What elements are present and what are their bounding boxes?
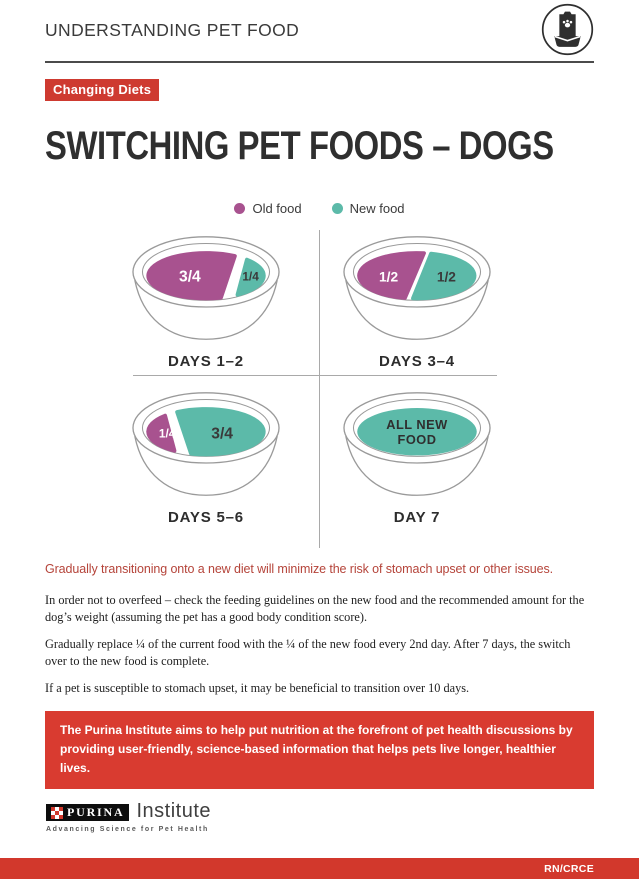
body-paragraph: If a pet is susceptible to stomach upset… xyxy=(45,680,470,695)
body-paragraph: Gradually replace ¼ of the current food … xyxy=(45,636,571,669)
page-title: SWITCHING PET FOODS – DOGS xyxy=(45,124,554,168)
old-food-portion xyxy=(148,252,235,299)
bottom-bar: RN/CRCE xyxy=(0,858,639,879)
all-new-food-label-line1: ALL NEW xyxy=(386,417,448,432)
legend-item-old-food: Old food xyxy=(234,201,302,216)
logo-tagline: Advancing Science for Pet Health xyxy=(46,826,209,833)
old-fraction-label: 1/4 xyxy=(159,426,176,440)
legend-label-old-food: Old food xyxy=(252,201,302,216)
page-header-title: UNDERSTANDING PET FOOD xyxy=(45,20,300,40)
grid-divider-horizontal xyxy=(133,375,497,376)
bowl-graphic-days-3-4: 1/2 1/2 xyxy=(343,236,491,340)
new-fraction-label: 3/4 xyxy=(211,425,233,442)
purina-institute-logo: PURINA Institute Advancing Science for P… xyxy=(46,801,211,833)
doc-code: RN/CRCE xyxy=(544,862,594,875)
purina-brand-text: PURINA xyxy=(67,805,125,819)
transition-diagram: 3/4 1/4 DAYS 1–2 1/2 1/2 DAYS 3–4 xyxy=(0,226,639,560)
grid-divider-vertical xyxy=(319,230,320,548)
category-badge: Changing Diets xyxy=(45,79,160,101)
bowl-label-days-5-6: DAYS 5–6 xyxy=(168,509,244,526)
body-copy: In order not to overfeed – check the fee… xyxy=(45,592,594,706)
bowl-cell-days-5-6: 1/4 3/4 DAYS 5–6 xyxy=(111,390,301,526)
bowl-cell-days-1-2: 3/4 1/4 DAYS 1–2 xyxy=(111,234,301,370)
institute-brand-text: Institute xyxy=(136,800,212,822)
callout-box: The Purina Institute aims to help put nu… xyxy=(45,711,594,789)
old-fraction-label: 1/2 xyxy=(379,269,398,284)
purina-wordmark: PURINA xyxy=(46,804,130,821)
new-food-portion xyxy=(357,408,477,456)
new-fraction-label: 1/2 xyxy=(437,269,456,284)
old-food-dot-icon xyxy=(234,203,246,214)
legend: Old food New food xyxy=(0,201,639,216)
bowl-label-day-7: DAY 7 xyxy=(393,509,441,526)
bowl-label-days-1-2: DAYS 1–2 xyxy=(168,353,244,370)
legend-item-new-food: New food xyxy=(331,201,405,216)
body-paragraph: In order not to overfeed – check the fee… xyxy=(45,593,585,625)
legend-label-new-food: New food xyxy=(349,201,405,216)
purina-checkerboard-icon xyxy=(51,806,63,819)
new-food-dot-icon xyxy=(331,203,343,214)
bowl-graphic-days-1-2: 3/4 1/4 xyxy=(132,236,280,340)
header-divider xyxy=(45,61,594,63)
bowl-graphic-day-7: ALL NEW FOOD xyxy=(343,392,491,496)
bowl-label-days-3-4: DAYS 3–4 xyxy=(379,353,455,370)
pet-food-bag-and-bowl-icon xyxy=(541,3,594,56)
bowl-cell-days-3-4: 1/2 1/2 DAYS 3–4 xyxy=(322,234,512,370)
new-fraction-label: 1/4 xyxy=(242,269,259,283)
callout-text: The Purina Institute aims to help put nu… xyxy=(60,723,573,776)
bowl-cell-day-7: ALL NEW FOOD DAY 7 xyxy=(322,390,512,526)
new-food-portion xyxy=(177,408,264,455)
old-fraction-label: 3/4 xyxy=(179,268,201,285)
highlight-text: Gradually transitioning onto a new diet … xyxy=(45,562,553,576)
bowl-graphic-days-5-6: 1/4 3/4 xyxy=(132,392,280,496)
all-new-food-label-line2: FOOD xyxy=(398,432,437,447)
